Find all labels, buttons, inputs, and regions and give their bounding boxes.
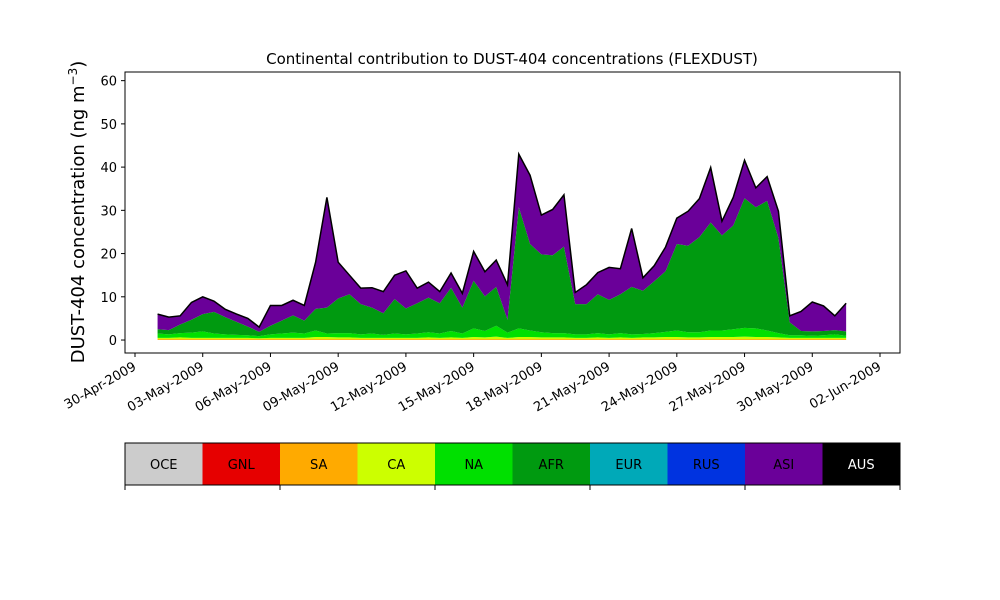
plot-frame <box>124 71 901 354</box>
y-axis: 0 10 20 30 40 50 60 <box>100 75 125 349</box>
y-tick-label: 10 <box>100 291 117 306</box>
legend-swatch-ca <box>357 443 436 485</box>
y-axis-label-exponent: −3 <box>66 68 80 86</box>
legend-swatch-na <box>435 443 513 485</box>
colorbar-legend: OCE GNL SA CA NA AFR EUR RUS ASI AUS <box>124 442 901 490</box>
legend-label-afr: AFR <box>539 458 564 473</box>
y-axis-label-close: ) <box>68 61 89 68</box>
y-axis-label: DUST-404 concentration (ng m−3) <box>66 61 89 364</box>
legend-label-oce: OCE <box>150 458 178 473</box>
legend-frame <box>124 442 901 486</box>
y-tick-label: 30 <box>100 204 117 219</box>
area-afr <box>157 198 847 337</box>
stacked-areas <box>157 154 847 341</box>
y-axis-label-main: DUST-404 concentration (ng m <box>68 85 89 363</box>
legend-swatch-sa <box>280 443 358 485</box>
y-tick-label: 20 <box>100 248 117 263</box>
y-tick-label: 60 <box>100 75 117 90</box>
total-line-group <box>157 151 847 329</box>
legend-label-ca: CA <box>387 458 405 473</box>
legend-swatch-eur <box>590 443 668 485</box>
legend-swatch-oce <box>125 443 203 485</box>
legend-label-na: NA <box>464 458 483 473</box>
legend-label-rus: RUS <box>693 458 720 473</box>
area-sa <box>157 339 847 341</box>
legend-label-asi: ASI <box>773 458 794 473</box>
legend-swatch-aus <box>822 443 901 485</box>
legend-swatch-asi <box>745 443 823 485</box>
area-na <box>157 325 847 339</box>
legend-label-sa: SA <box>310 458 327 473</box>
x-tick-label: 30-May-2009 <box>735 359 817 415</box>
legend-label-eur: EUR <box>615 458 642 473</box>
legend-swatch-afr <box>512 443 591 485</box>
area-asi <box>157 154 847 332</box>
area-ca <box>157 336 847 340</box>
chart-title: Continental contribution to DUST-404 con… <box>266 50 758 68</box>
x-tick-label: 02-Jun-2009 <box>807 359 884 412</box>
legend-swatch-gnl <box>202 443 281 485</box>
legend-label-aus: AUS <box>848 458 875 473</box>
y-tick-label: 50 <box>100 118 117 133</box>
y-tick-label: 40 <box>100 161 117 176</box>
legend-label-gnl: GNL <box>228 458 256 473</box>
total-line <box>157 151 847 329</box>
y-tick-label: 0 <box>109 334 117 349</box>
x-axis: 30-Apr-200903-May-200906-May-200909-May-… <box>62 353 884 415</box>
legend-swatch-rus <box>667 443 746 485</box>
